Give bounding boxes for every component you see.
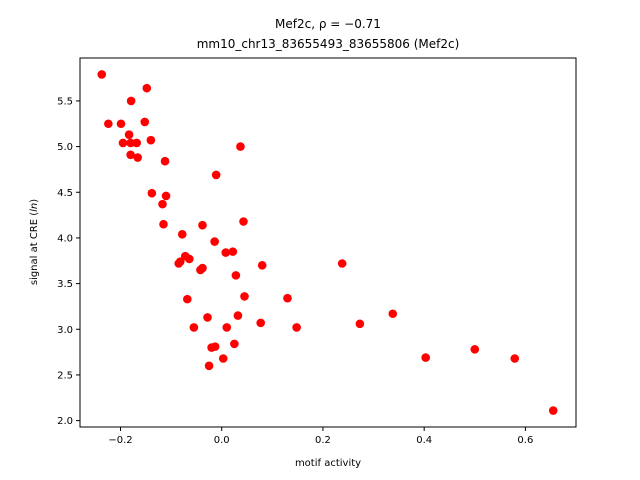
y-tick-label-3: 3.5 xyxy=(57,279,73,290)
x-tick-label-2: 0.2 xyxy=(315,435,331,446)
y-tick-label-2: 3.0 xyxy=(57,325,73,336)
data-point-34 xyxy=(218,354,228,363)
data-point-13 xyxy=(147,188,157,198)
data-point-40 xyxy=(233,311,243,320)
data-point-24 xyxy=(189,323,199,332)
data-point-16 xyxy=(158,199,167,209)
y-tick-label-4: 4.0 xyxy=(57,233,73,244)
data-point-12 xyxy=(146,135,156,145)
data-point-31 xyxy=(210,342,220,351)
y-axis-label-italic: ln xyxy=(29,203,40,212)
data-point-44 xyxy=(256,318,265,328)
plot-frame xyxy=(79,57,577,428)
data-point-52 xyxy=(470,345,480,354)
x-tick-label-4: 0.6 xyxy=(517,435,533,446)
data-point-48 xyxy=(337,259,347,268)
data-point-45 xyxy=(257,261,267,270)
data-point-1 xyxy=(104,119,113,129)
data-point-26 xyxy=(198,263,207,273)
data-point-15 xyxy=(161,191,171,201)
y-tick-label-1: 2.5 xyxy=(57,370,73,381)
y-tick-label-6: 5.0 xyxy=(57,142,73,153)
data-point-46 xyxy=(283,293,292,303)
data-point-7 xyxy=(126,150,135,160)
data-point-17 xyxy=(159,219,168,229)
y-tick-label-7: 5.5 xyxy=(57,96,73,107)
data-point-4 xyxy=(124,130,134,140)
data-point-3 xyxy=(118,138,128,148)
y-axis-label-prefix: signal at CRE ( xyxy=(29,212,40,285)
data-point-9 xyxy=(133,153,142,162)
data-point-6 xyxy=(126,96,136,106)
data-point-50 xyxy=(388,309,398,319)
data-point-39 xyxy=(231,271,241,280)
data-point-42 xyxy=(239,217,248,226)
data-point-49 xyxy=(355,319,365,329)
y-axis-label: signal at CRE (ln) xyxy=(29,199,40,285)
x-axis-ticks: −0.2 0.0 0.2 0.4 0.6 xyxy=(108,427,533,446)
x-tick-label-1: 0.0 xyxy=(214,435,230,446)
data-point-53 xyxy=(510,354,520,363)
data-point-36 xyxy=(222,323,232,332)
data-point-20 xyxy=(177,229,187,239)
chart-subtitle: mm10_chr13_83655493_83655806 (Mef2c) xyxy=(197,37,460,51)
y-tick-label-0: 2.0 xyxy=(57,416,73,427)
data-point-22 xyxy=(185,254,194,264)
data-point-5 xyxy=(126,138,135,148)
data-point-10 xyxy=(140,117,150,127)
x-axis-label: motif activity xyxy=(295,458,361,469)
x-tick-label-0: −0.2 xyxy=(108,435,132,446)
data-point-0 xyxy=(97,70,107,79)
data-point-54 xyxy=(548,406,558,415)
data-point-2 xyxy=(116,119,126,129)
x-tick-label-3: 0.4 xyxy=(416,435,432,446)
data-point-35 xyxy=(221,248,231,257)
data-point-41 xyxy=(236,142,245,151)
data-point-28 xyxy=(203,313,212,322)
data-point-43 xyxy=(240,292,249,301)
data-point-29 xyxy=(204,361,214,371)
chart-title: Mef2c, ρ = −0.71 xyxy=(275,17,381,31)
data-point-8 xyxy=(132,138,141,148)
data-points xyxy=(97,70,558,415)
data-point-47 xyxy=(292,323,301,332)
data-point-27 xyxy=(198,220,207,230)
data-point-11 xyxy=(142,83,152,93)
y-axis-label-suffix: ) xyxy=(29,199,40,203)
data-point-37 xyxy=(228,247,238,256)
data-point-38 xyxy=(230,339,239,349)
y-tick-label-5: 4.5 xyxy=(57,188,73,199)
y-axis-ticks: 2.0 2.5 3.0 3.5 4.0 4.5 5.0 5.5 xyxy=(57,96,80,427)
data-point-51 xyxy=(421,353,430,362)
data-point-14 xyxy=(160,156,170,166)
data-point-23 xyxy=(183,294,192,304)
data-point-32 xyxy=(210,237,219,246)
data-point-19 xyxy=(175,257,185,266)
data-point-33 xyxy=(211,170,221,180)
